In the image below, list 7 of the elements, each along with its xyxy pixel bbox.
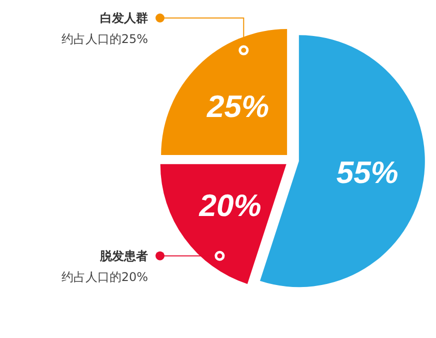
data-label: 25% [206,89,270,124]
text: 约占人口的25% [61,32,148,46]
text: 约占人口的20% [61,270,148,284]
data-label: 55% [336,154,398,190]
legend-label: 白发人群 [100,11,148,25]
data-label: 20% [198,188,262,223]
legend-label: 脱发患者 [99,248,148,263]
